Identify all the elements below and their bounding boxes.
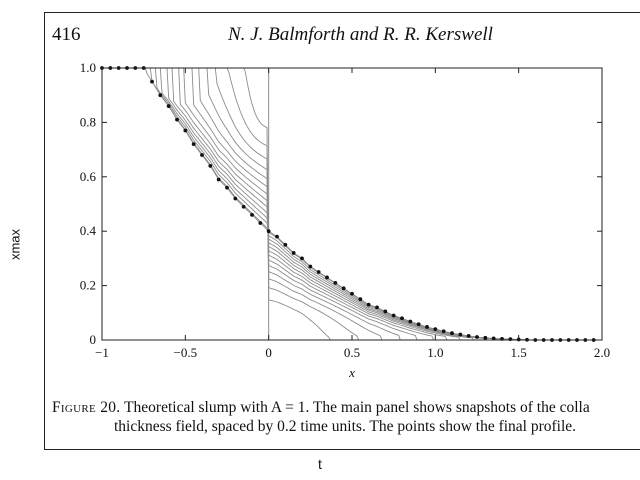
final-profile-point xyxy=(416,322,421,327)
final-profile-point xyxy=(491,336,496,341)
figure-caption: Figure 20. Theoretical slump with A = 1.… xyxy=(52,398,640,436)
final-profile-point xyxy=(283,242,288,247)
final-profile-point xyxy=(400,316,404,321)
y-tick-label: 0.8 xyxy=(80,114,96,129)
final-profile-point xyxy=(316,270,321,274)
final-profile-point xyxy=(425,325,429,329)
final-profile-point xyxy=(241,204,246,209)
final-profile-point xyxy=(216,177,221,182)
final-profile-point xyxy=(483,335,488,340)
final-profile-point xyxy=(358,297,363,302)
final-profile-point xyxy=(475,335,479,339)
snapshot-curve xyxy=(102,67,602,341)
final-profile-point xyxy=(233,196,238,201)
final-profile-point xyxy=(208,164,213,168)
figure-label: Figure 20. xyxy=(52,399,121,416)
final-profile-point xyxy=(250,212,254,217)
final-profile-point xyxy=(466,334,471,338)
x-tick-label: 0 xyxy=(265,345,272,360)
x-tick-label: 0.5 xyxy=(344,345,360,360)
final-profile-point xyxy=(308,264,313,269)
final-profile-point xyxy=(158,93,163,98)
final-profile-point xyxy=(375,305,379,310)
x-tick-label: −1 xyxy=(95,345,109,360)
tick-marks xyxy=(101,67,603,341)
snapshot-curves xyxy=(102,67,602,341)
final-profile-point xyxy=(150,79,154,84)
final-profile-point xyxy=(408,319,413,324)
final-profile-point xyxy=(366,302,371,307)
final-profile-point xyxy=(275,234,279,239)
tick-labels: −1 −0.5 0 0.5 1.0 1.5 2.0 0 0.2 0.4 0.6 0.8 1.0 xyxy=(80,60,610,360)
x-axis-title: x xyxy=(348,365,355,380)
caption-line-2: thickness field, spaced by 0.2 time unit… xyxy=(114,418,577,435)
final-profile-point xyxy=(300,256,304,261)
final-profile-point xyxy=(291,251,296,255)
x-tick-label: −0.5 xyxy=(174,345,198,360)
final-profile-point xyxy=(383,309,388,314)
final-profile-point xyxy=(183,128,188,133)
caption-line-1: Theoretical slump with A = 1. The main p… xyxy=(120,399,590,416)
page-number: 416 xyxy=(52,24,81,45)
final-profile-point xyxy=(325,275,329,280)
final-profile-point xyxy=(350,291,354,296)
figure-frame xyxy=(44,12,640,450)
x-tick-label: 2.0 xyxy=(594,345,610,360)
final-profile-point xyxy=(450,331,454,336)
final-profile-point xyxy=(508,337,513,342)
y-tick-label: 0.4 xyxy=(80,223,97,238)
final-profile-point xyxy=(225,185,229,190)
y-tick-label: 0 xyxy=(90,332,97,347)
final-profile-point xyxy=(391,313,396,318)
final-profile-point xyxy=(333,280,338,285)
outer-y-label: xmax xyxy=(7,228,23,261)
x-tick-label: 1.5 xyxy=(511,345,527,360)
final-profile-point xyxy=(191,142,196,147)
final-profile-point xyxy=(458,332,463,337)
final-profile-point xyxy=(433,327,438,332)
final-profile-point xyxy=(166,104,171,108)
final-profile-point xyxy=(258,221,263,225)
final-profile-point xyxy=(200,153,204,157)
final-profile-point xyxy=(266,229,271,234)
running-head-authors: N. J. Balmforth and R. R. Kerswell xyxy=(228,24,493,45)
y-tick-label: 0.2 xyxy=(80,278,96,293)
final-profile-point xyxy=(441,329,446,334)
y-tick-label: 0.6 xyxy=(80,169,97,184)
y-tick-label: 1.0 xyxy=(80,60,96,75)
outer-x-label: t xyxy=(318,456,322,472)
final-profile-point xyxy=(175,117,179,122)
x-tick-label: 1.0 xyxy=(427,345,443,360)
final-profile-point xyxy=(341,286,346,291)
